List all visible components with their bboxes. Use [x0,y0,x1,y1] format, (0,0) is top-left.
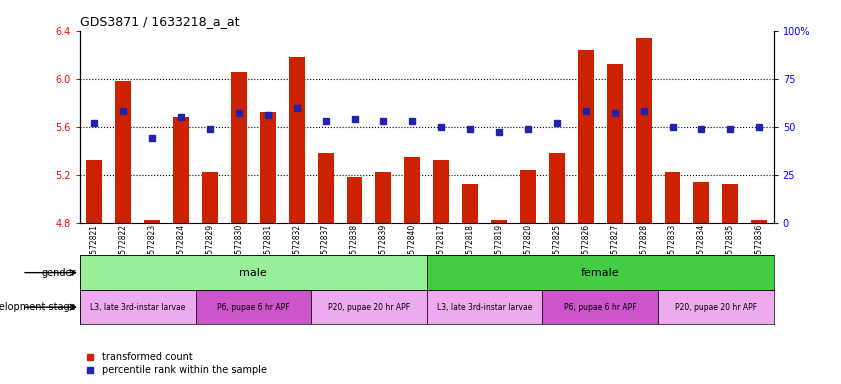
Bar [463,184,479,223]
Bar [375,172,391,223]
Text: P6, pupae 6 hr APF: P6, pupae 6 hr APF [564,303,637,312]
Text: female: female [581,268,620,278]
Text: P20, pupae 20 hr APF: P20, pupae 20 hr APF [328,303,410,312]
Bar [311,290,426,324]
Bar [173,117,189,223]
Text: L3, late 3rd-instar larvae: L3, late 3rd-instar larvae [90,303,185,312]
Bar [405,157,420,223]
Bar [578,50,594,223]
Bar [144,220,160,223]
Text: P20, pupae 20 hr APF: P20, pupae 20 hr APF [674,303,757,312]
Bar [751,220,767,223]
Text: GDS3871 / 1633218_a_at: GDS3871 / 1633218_a_at [80,15,240,28]
Bar [346,177,362,223]
Bar [694,182,710,223]
Bar [80,255,426,290]
Bar [636,38,652,223]
Bar [260,113,276,223]
Bar [318,153,334,223]
Bar [549,153,565,223]
Bar [542,290,659,324]
Text: male: male [240,268,267,278]
Bar [606,65,622,223]
Bar [426,290,542,324]
Bar [231,71,247,223]
Text: gender: gender [41,268,76,278]
Bar [426,255,774,290]
Bar [433,161,449,223]
Text: L3, late 3rd-instar larvae: L3, late 3rd-instar larvae [437,303,532,312]
Bar [195,290,311,324]
Text: development stage: development stage [0,302,76,312]
Bar [115,81,131,223]
Bar [722,184,738,223]
Bar [520,170,536,223]
Bar [202,172,218,223]
Bar [288,57,304,223]
Bar [87,161,103,223]
Bar [664,172,680,223]
Bar [80,290,195,324]
Bar [658,290,774,324]
Bar [491,220,507,223]
Text: P6, pupae 6 hr APF: P6, pupae 6 hr APF [217,303,289,312]
Legend: transformed count, percentile rank within the sample: transformed count, percentile rank withi… [85,353,267,375]
